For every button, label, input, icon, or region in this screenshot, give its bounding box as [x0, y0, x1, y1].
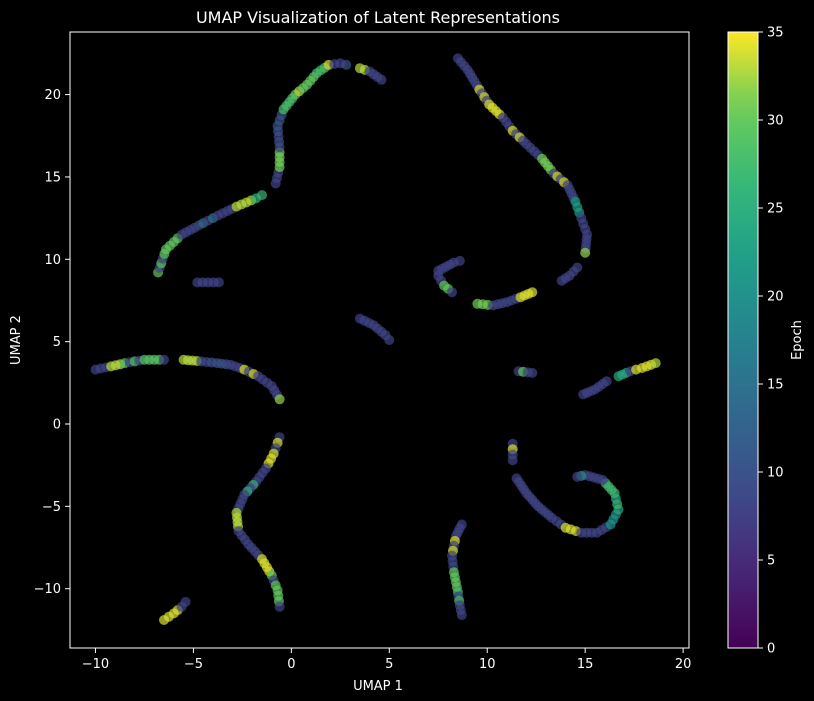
colorbar: 0 5 10 15 20 25 30 35 — [727, 26, 784, 657]
scatter-point — [556, 275, 567, 286]
x-tick-label: 15 — [577, 657, 594, 672]
scatter-point — [601, 376, 612, 387]
scatter-point — [527, 367, 538, 378]
scatter-point — [527, 287, 538, 298]
colorbar-tick-label: 30 — [767, 114, 784, 129]
x-tick-label: −10 — [82, 657, 109, 672]
scatter-point — [650, 358, 661, 369]
scatter-point — [454, 255, 465, 266]
colorbar-tick-label: 15 — [767, 378, 784, 393]
y-axis-label: UMAP 2 — [9, 315, 24, 365]
colorbar-gradient — [728, 32, 758, 648]
colorbar-tick-label: 10 — [767, 466, 784, 481]
scatter-point — [274, 601, 285, 612]
scatter-point — [341, 59, 352, 70]
scatter-point — [257, 190, 267, 201]
y-tick-label: −5 — [42, 500, 61, 515]
scatter-points — [90, 53, 661, 625]
scatter-point — [456, 610, 467, 621]
scatter-point — [384, 335, 395, 345]
colorbar-tick-label: 5 — [767, 554, 775, 569]
scatter-point — [180, 596, 191, 607]
plot-area — [70, 32, 689, 648]
colorbar-label: Epoch — [790, 320, 805, 360]
x-tick-label: 10 — [479, 657, 496, 672]
x-tick-label: 0 — [287, 657, 295, 672]
y-tick-label: −10 — [34, 582, 61, 597]
colorbar-tick-label: 20 — [767, 290, 784, 305]
y-tick-label: 5 — [53, 335, 61, 350]
colorbar-tick-label: 0 — [767, 642, 775, 657]
y-tick-label: 10 — [44, 253, 61, 268]
scatter-point — [580, 247, 591, 258]
x-axis-label: UMAP 1 — [353, 679, 403, 694]
y-tick-label: 15 — [44, 170, 61, 185]
axes: −10 −5 0 5 10 15 20 −10 −5 0 5 10 15 20 — [34, 31, 692, 672]
colorbar-frame — [727, 31, 759, 649]
scatter-point — [159, 354, 169, 365]
scatter-point — [376, 74, 387, 85]
x-tick-label: 5 — [385, 657, 393, 672]
y-tick-label: 0 — [53, 418, 61, 433]
colorbar-tick-label: 25 — [767, 202, 784, 217]
axes-frame — [69, 31, 690, 649]
colorbar-tick-label: 35 — [767, 26, 784, 41]
x-tick-label: 20 — [675, 657, 692, 672]
scatter-point — [274, 394, 285, 405]
x-tick-label: −5 — [184, 657, 203, 672]
scatter-point — [213, 277, 224, 288]
scatter-point — [572, 471, 583, 482]
plot-background — [70, 32, 689, 648]
scatter-point — [447, 287, 457, 298]
chart-title: UMAP Visualization of Latent Representat… — [196, 8, 560, 27]
scatter-point — [507, 455, 518, 466]
y-tick-label: 20 — [44, 88, 61, 103]
